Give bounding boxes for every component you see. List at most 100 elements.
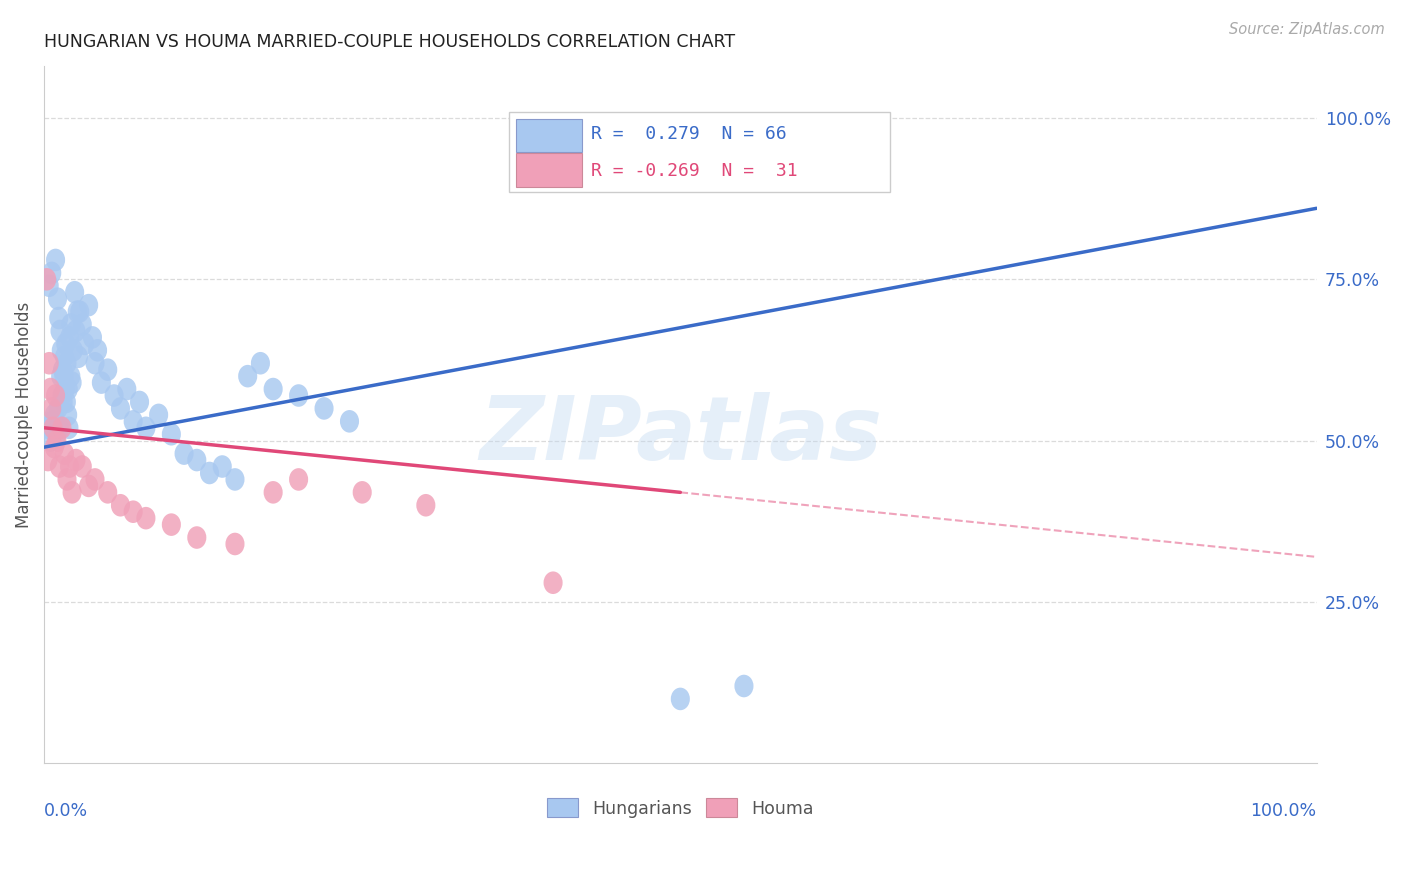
Ellipse shape [162,513,181,536]
Ellipse shape [62,481,82,504]
Ellipse shape [46,384,65,407]
Ellipse shape [49,417,69,439]
Ellipse shape [250,352,270,375]
Legend: Hungarians, Houma: Hungarians, Houma [540,791,821,824]
Ellipse shape [136,417,156,439]
Ellipse shape [60,326,79,349]
Ellipse shape [53,391,73,413]
Ellipse shape [45,436,63,458]
Ellipse shape [62,371,82,394]
Text: 0.0%: 0.0% [44,802,89,820]
Ellipse shape [55,365,73,387]
Text: HUNGARIAN VS HOUMA MARRIED-COUPLE HOUSEHOLDS CORRELATION CHART: HUNGARIAN VS HOUMA MARRIED-COUPLE HOUSEH… [44,33,735,51]
Ellipse shape [44,410,62,433]
Ellipse shape [37,268,56,291]
Ellipse shape [104,384,124,407]
Ellipse shape [136,507,156,530]
Ellipse shape [225,533,245,556]
Ellipse shape [63,339,83,361]
Ellipse shape [49,307,69,329]
Ellipse shape [416,494,436,516]
Ellipse shape [98,359,117,381]
Ellipse shape [55,345,75,368]
Ellipse shape [70,301,90,323]
Ellipse shape [263,377,283,401]
Ellipse shape [290,468,308,491]
Text: 100.0%: 100.0% [1250,802,1316,820]
Ellipse shape [124,500,143,523]
Ellipse shape [48,423,66,445]
Ellipse shape [48,429,66,452]
Ellipse shape [734,674,754,698]
Ellipse shape [62,365,80,387]
Ellipse shape [149,403,169,426]
FancyBboxPatch shape [509,112,890,192]
Ellipse shape [263,481,283,504]
Ellipse shape [58,403,77,426]
Ellipse shape [52,339,70,361]
Ellipse shape [73,455,91,478]
Ellipse shape [42,261,62,285]
Ellipse shape [200,462,219,484]
Ellipse shape [225,468,245,491]
Ellipse shape [59,417,79,439]
Ellipse shape [238,365,257,387]
Ellipse shape [38,417,58,439]
Ellipse shape [89,339,107,361]
Ellipse shape [62,313,80,335]
Ellipse shape [73,313,91,335]
Ellipse shape [45,403,63,426]
Ellipse shape [174,442,194,465]
Ellipse shape [79,293,98,317]
Ellipse shape [86,468,104,491]
FancyBboxPatch shape [516,119,582,152]
Ellipse shape [129,391,149,413]
Ellipse shape [65,281,84,303]
Ellipse shape [66,449,86,471]
Text: Source: ZipAtlas.com: Source: ZipAtlas.com [1229,22,1385,37]
Ellipse shape [53,359,72,381]
Ellipse shape [340,410,359,433]
Ellipse shape [187,526,207,549]
Ellipse shape [162,423,181,445]
Ellipse shape [56,333,76,355]
Ellipse shape [83,326,103,349]
Ellipse shape [86,352,104,375]
Ellipse shape [315,397,333,420]
Text: ZIPatlas: ZIPatlas [479,392,882,479]
Text: R =  0.279  N = 66: R = 0.279 N = 66 [592,125,787,143]
Ellipse shape [60,455,79,478]
Ellipse shape [55,442,75,465]
Ellipse shape [41,377,60,401]
Ellipse shape [58,468,76,491]
Ellipse shape [51,319,69,343]
Text: R = -0.269  N =  31: R = -0.269 N = 31 [592,161,797,180]
Ellipse shape [41,429,60,452]
Ellipse shape [98,481,117,504]
Ellipse shape [91,371,111,394]
Ellipse shape [49,397,67,420]
Ellipse shape [59,377,77,401]
Ellipse shape [111,494,129,516]
Ellipse shape [124,410,143,433]
Y-axis label: Married-couple Households: Married-couple Households [15,301,32,528]
Ellipse shape [44,417,62,439]
Ellipse shape [58,352,76,375]
FancyBboxPatch shape [516,153,582,187]
Ellipse shape [39,352,59,375]
Ellipse shape [51,365,70,387]
Ellipse shape [212,455,232,478]
Ellipse shape [48,287,67,310]
Ellipse shape [42,397,62,420]
Ellipse shape [46,249,65,271]
Ellipse shape [56,391,76,413]
Ellipse shape [66,319,86,343]
Ellipse shape [49,455,69,478]
Ellipse shape [544,572,562,594]
Ellipse shape [111,397,129,420]
Ellipse shape [56,377,75,401]
Ellipse shape [39,275,59,297]
Ellipse shape [187,449,207,471]
Ellipse shape [67,301,87,323]
Ellipse shape [76,333,94,355]
